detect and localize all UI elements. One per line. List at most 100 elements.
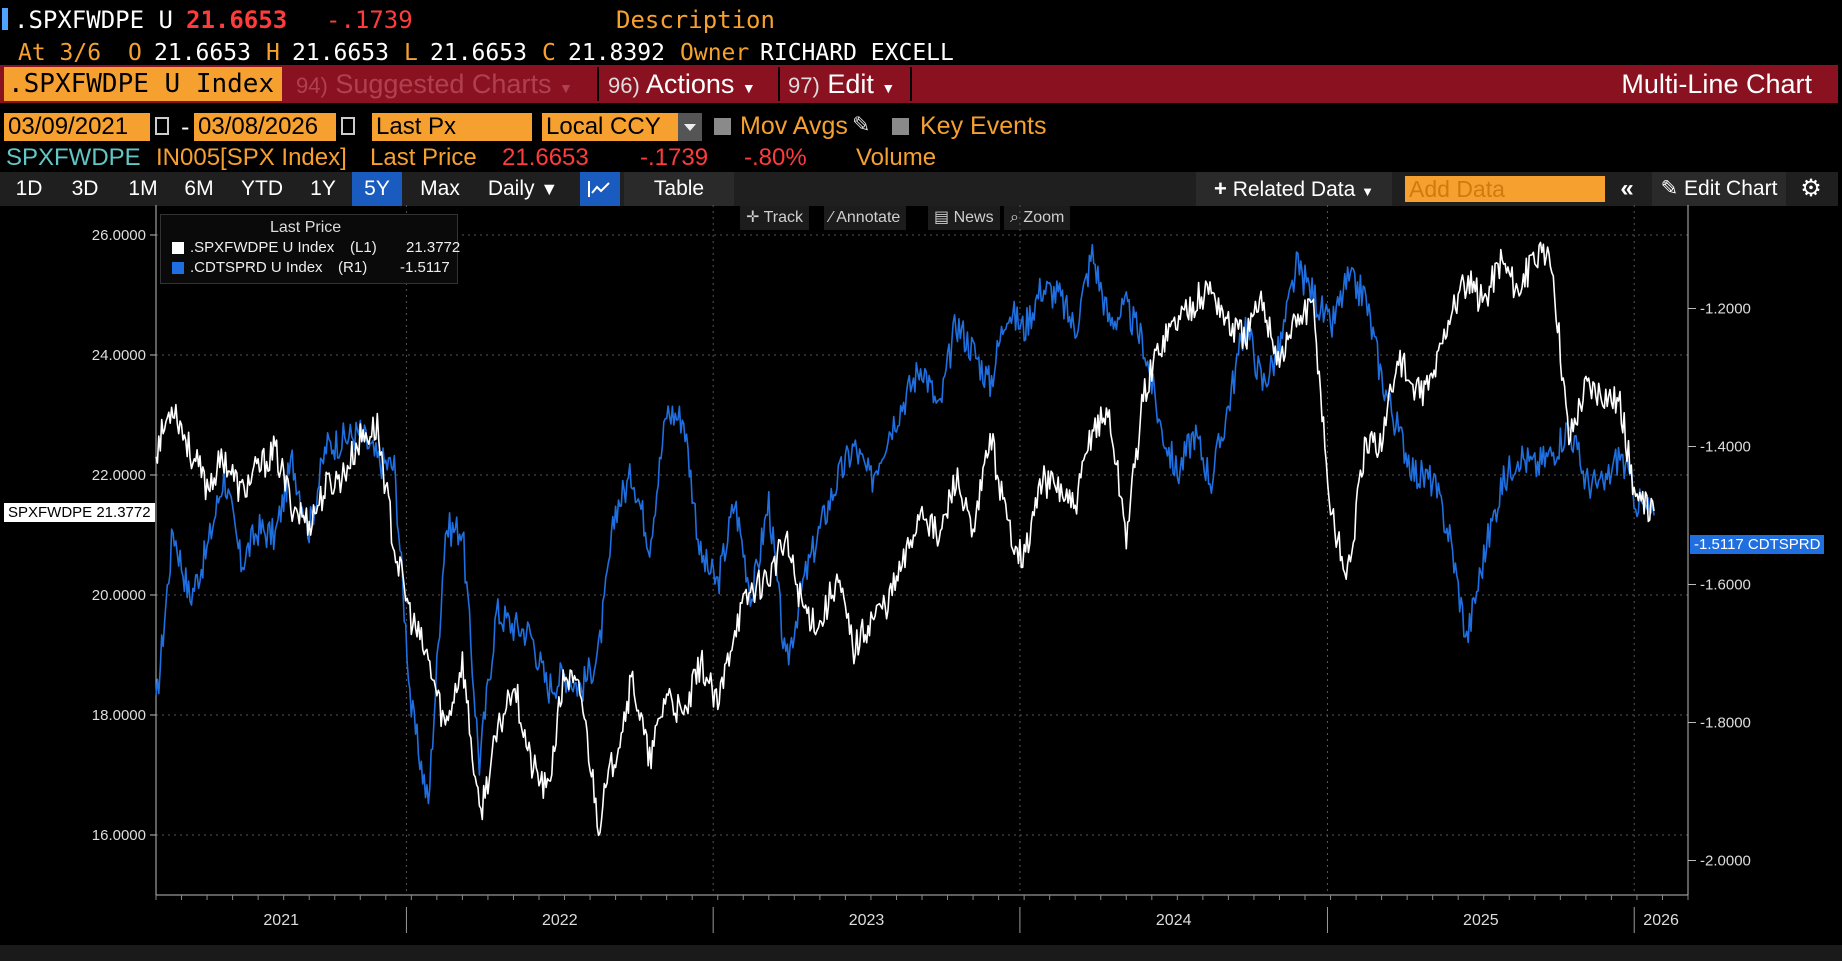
legend-label-series2: .CDTSPRD U Index [190, 259, 323, 276]
track-button[interactable]: ✛ Track [740, 206, 809, 230]
chart-grid [156, 205, 1688, 895]
multi-line-chart[interactable]: 26.0000 24.0000 22.0000 20.0000 18.0000 16.00… [0, 205, 1842, 945]
pencil-icon[interactable]: ✎ [852, 112, 871, 137]
tab-1d[interactable]: 1D [15, 177, 43, 200]
left-tick-label: 24.0000 [92, 347, 146, 364]
description-link[interactable]: Description [616, 6, 775, 34]
edit-num: 97) [788, 73, 820, 98]
tab-5y[interactable]: 5Y [352, 172, 402, 206]
collapse-icon[interactable]: « [1620, 175, 1634, 202]
right-tick-label: -1.2000 [1700, 301, 1751, 318]
header-ticker: .SPXFWDPE U [14, 6, 173, 34]
line-chart-icon[interactable] [580, 172, 620, 206]
chart-axes [150, 205, 1696, 933]
legend-label-series1: .SPXFWDPE U Index [190, 239, 335, 256]
toolbar-divider [778, 67, 780, 101]
currency-select[interactable]: Local CCY [542, 113, 678, 141]
at-label: At 3/6 [18, 40, 102, 66]
close-value: 21.8392 [568, 40, 665, 66]
low-label: L [404, 40, 418, 66]
info-index-ref: IN005[SPX Index] [156, 144, 347, 171]
start-date-field[interactable]: 03/09/2021 [4, 113, 150, 141]
series1-value-tag: SPXFWDPE 21.3772 [4, 503, 155, 522]
chart-legend [160, 214, 458, 284]
legend-value-series1: 21.3772 [406, 239, 461, 256]
right-tick-label: -1.6000 [1700, 577, 1751, 594]
search-icon: ⌕ [1010, 209, 1019, 226]
suggested-num: 94) [296, 73, 328, 98]
right-tick-label: -1.4000 [1700, 439, 1751, 456]
calendar-icon[interactable] [155, 117, 169, 135]
open-label: O [128, 40, 142, 66]
tab-3d[interactable]: 3D [71, 177, 99, 200]
legend-axis-series1-text: L1 [355, 239, 372, 256]
news-label: News [953, 209, 994, 226]
info-metric: Last Price [370, 144, 477, 171]
info-ticker: SPXFWDPE [6, 144, 141, 171]
security-field[interactable]: .SPXFWDPE U Index [4, 67, 282, 101]
open-value: 21.6653 [154, 40, 251, 66]
actions-button[interactable]: 96) Actions ▼ [608, 67, 756, 101]
plus-icon: + [1214, 176, 1227, 201]
toolbar-divider [910, 67, 912, 101]
news-icon: ▤ [934, 209, 950, 226]
related-label: Related Data [1232, 178, 1356, 201]
tab-ytd[interactable]: YTD [241, 177, 283, 200]
high-label: H [266, 40, 280, 66]
x-tick-label: 2024 [1156, 912, 1192, 929]
gear-icon[interactable]: ⚙ [1800, 175, 1822, 202]
zoom-label: Zoom [1023, 209, 1065, 226]
toolbar-bar [0, 65, 1838, 103]
legend-title: Last Price [270, 219, 342, 236]
x-tick-label: 2021 [263, 912, 299, 929]
mov-avgs-checkbox[interactable] [714, 118, 731, 135]
suggested-charts-button[interactable]: 94) Suggested Charts ▼ [296, 67, 573, 101]
info-volume: Volume [856, 144, 937, 171]
info-change: -.1739 [640, 144, 709, 171]
add-data-input[interactable]: Add Data [1405, 176, 1605, 202]
chevron-down-icon: ▼ [1361, 184, 1374, 199]
tab-6m[interactable]: 6M [184, 177, 214, 200]
field-select[interactable]: Last Px [372, 113, 532, 141]
daily-select[interactable]: Daily ▼ [478, 172, 568, 206]
x-tick-label: 2026 [1643, 912, 1679, 929]
high-value: 21.6653 [292, 40, 389, 66]
end-date-field[interactable]: 03/08/2026 [194, 113, 336, 141]
header-price: 21.6653 [186, 6, 288, 34]
edit-label: Edit [827, 69, 874, 99]
annotate-button[interactable]: ⁄ Annotate [824, 206, 907, 230]
edit-button[interactable]: 97) Edit ▼ [788, 67, 895, 101]
news-button[interactable]: ▤ News [928, 206, 1000, 230]
track-label: Track [763, 209, 803, 226]
zoom-button[interactable]: ⌕ Zoom [1004, 206, 1071, 230]
tab-1m[interactable]: 1M [128, 177, 158, 200]
crosshair-icon: ✛ [746, 209, 760, 226]
ticker-marker [2, 8, 8, 30]
legend-axis-series2-text: R1 [343, 259, 363, 276]
key-events-checkbox[interactable] [892, 118, 909, 135]
series2-value-tag: -1.5117 CDTSPRD [1690, 535, 1825, 554]
owner-value: RICHARD EXCELL [760, 40, 954, 66]
calendar-icon[interactable] [341, 117, 355, 135]
series-line-cdtsprd [155, 243, 1655, 805]
left-tick-label: 16.0000 [92, 827, 146, 844]
tab-max[interactable]: Max [420, 177, 460, 200]
tab-1y[interactable]: 1Y [310, 177, 336, 200]
key-events-label: Key Events [920, 112, 1047, 140]
annotate-label: Annotate [836, 209, 901, 226]
x-tick-label: 2023 [849, 912, 885, 929]
chevron-down-icon: ▼ [741, 80, 756, 96]
chevron-down-icon[interactable] [678, 113, 702, 141]
suggested-label: Suggested Charts [335, 69, 552, 99]
table-button[interactable]: Table [624, 172, 734, 206]
related-data-button[interactable]: + Related Data ▼ [1196, 172, 1392, 206]
x-tick-label: 2025 [1463, 912, 1499, 929]
edit-chart-button[interactable]: ✎ Edit Chart [1652, 172, 1786, 206]
left-tick-label: 20.0000 [92, 587, 146, 604]
low-value: 21.6653 [430, 40, 527, 66]
daily-label: Daily [487, 177, 535, 200]
actions-num: 96) [608, 73, 640, 98]
chart-labels: 26.0000 24.0000 22.0000 20.0000 18.0000 16.00… [92, 227, 1751, 929]
legend-axis-series2: (R1) [338, 259, 368, 276]
left-tick-label: 26.0000 [92, 227, 146, 244]
